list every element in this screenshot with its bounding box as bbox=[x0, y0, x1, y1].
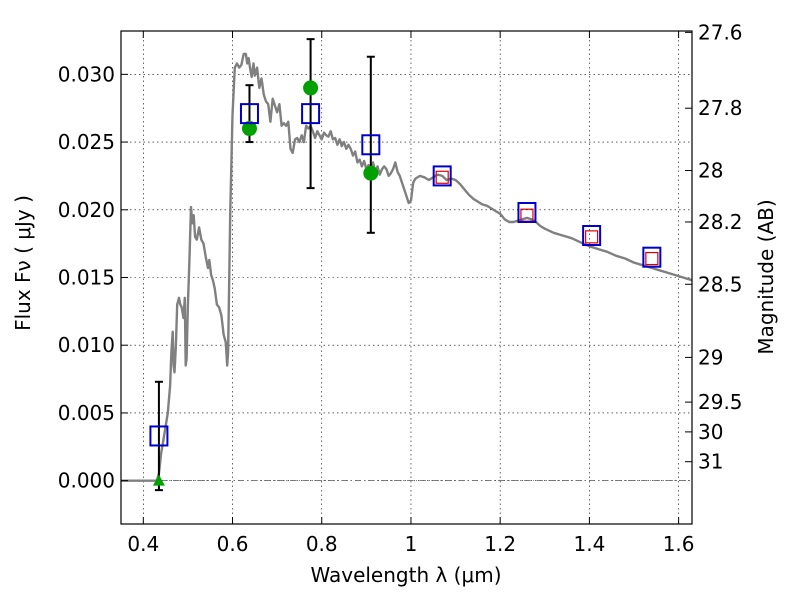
y-tick-label: 0.030 bbox=[58, 62, 115, 86]
blue-square-marker bbox=[361, 134, 381, 156]
x-tick-label: 1.6 bbox=[663, 532, 695, 556]
y-tick-label: 0.000 bbox=[58, 469, 115, 493]
green-circle-marker bbox=[303, 80, 319, 96]
y-axis-label: Flux Fν ( μJy ) bbox=[11, 195, 35, 331]
blue-square-marker bbox=[517, 201, 537, 223]
spectrum-line bbox=[121, 52, 693, 482]
right-axis-label: Magnitude (AB) bbox=[754, 199, 778, 354]
y-tick-label: 0.005 bbox=[58, 401, 115, 425]
green-circle-marker bbox=[241, 121, 257, 137]
blue-square-marker bbox=[301, 103, 321, 125]
blue-square-marker bbox=[432, 165, 452, 187]
x-tick-label: 0.4 bbox=[127, 532, 159, 556]
model-spectrum bbox=[121, 52, 693, 482]
red-square-marker bbox=[585, 230, 599, 244]
right-tick-label: 28 bbox=[698, 159, 723, 183]
x-tick-label: 1.4 bbox=[573, 532, 605, 556]
right-tick-label: 27.8 bbox=[698, 96, 743, 120]
blue-square-marker bbox=[642, 246, 662, 268]
blue-square-marker bbox=[582, 225, 602, 247]
right-tick-label: 27.6 bbox=[698, 20, 743, 44]
x-axis-label: Wavelength λ (μm) bbox=[310, 563, 501, 587]
markers bbox=[149, 80, 662, 486]
right-tick-label: 28.5 bbox=[698, 272, 743, 296]
right-tick-label: 28.2 bbox=[698, 210, 743, 234]
ticks bbox=[121, 31, 692, 524]
x-tick-label: 0.6 bbox=[217, 532, 249, 556]
green-triangle-marker bbox=[152, 474, 165, 486]
right-tick-label: 29 bbox=[698, 345, 723, 369]
green-circle-marker bbox=[363, 165, 379, 181]
x-tick-label: 1.2 bbox=[484, 532, 516, 556]
y-tick-label: 0.025 bbox=[58, 130, 115, 154]
right-tick-label: 30 bbox=[698, 420, 723, 444]
x-tick-label: 1 bbox=[405, 532, 418, 556]
y-tick-label: 0.010 bbox=[58, 333, 115, 357]
tick-labels: 0.4 0.6 0.8 1 1.2 1.4 1.6 0.000 0.005 0.010 0.015 0… bbox=[58, 20, 743, 556]
error-bars bbox=[154, 38, 375, 492]
right-tick-label: 31 bbox=[698, 450, 723, 474]
blue-square-marker bbox=[149, 425, 169, 447]
blue-square-marker bbox=[239, 103, 259, 125]
red-square-marker bbox=[645, 251, 659, 266]
y-tick-label: 0.020 bbox=[58, 198, 115, 222]
red-square-marker bbox=[435, 170, 449, 184]
right-tick-label: 29.5 bbox=[698, 390, 743, 414]
grid bbox=[121, 31, 692, 524]
y-tick-label: 0.015 bbox=[58, 266, 115, 290]
x-tick-label: 0.8 bbox=[306, 532, 338, 556]
